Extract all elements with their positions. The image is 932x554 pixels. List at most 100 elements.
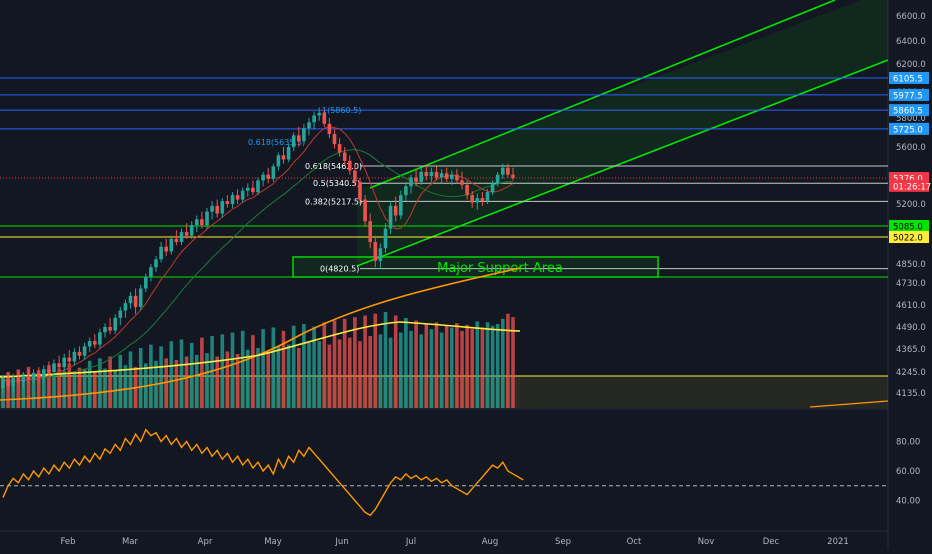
candle-body <box>118 310 123 318</box>
price-label-text: 5376.0 <box>893 175 923 185</box>
price-label-text: 5022.0 <box>893 234 923 244</box>
rsi-line <box>2 428 524 517</box>
candle-body <box>388 205 393 229</box>
x-tick-label: 2021 <box>827 537 849 547</box>
lower-zone-right <box>520 376 888 408</box>
price-label-text: 5977.5 <box>893 91 923 101</box>
candle-body <box>317 112 321 116</box>
volume-bar <box>205 353 209 408</box>
candle-body <box>179 232 184 243</box>
volume-bar <box>465 324 469 408</box>
x-tick-label: Oct <box>627 537 642 547</box>
candle-body <box>174 238 179 243</box>
y-tick-label: 6600.0 <box>896 12 926 22</box>
volume-bar <box>373 313 378 408</box>
volume-bar <box>47 365 51 408</box>
candle-body <box>72 351 77 362</box>
candle-body <box>21 375 26 382</box>
price-label-text: 6105.5 <box>893 75 923 85</box>
volume-bar <box>246 349 250 408</box>
volume-bar <box>261 329 265 408</box>
volume-bar <box>210 336 214 408</box>
volume-bar <box>113 370 117 408</box>
volume-bar <box>256 348 260 408</box>
volume-bar <box>16 369 21 408</box>
x-tick-label: Sep <box>555 537 571 547</box>
volume-bar <box>302 324 306 408</box>
candle-body <box>419 171 423 182</box>
candle-body <box>490 183 495 193</box>
volume-bar <box>82 369 87 408</box>
candle-body <box>82 346 87 356</box>
volume-bar <box>460 330 464 408</box>
volume-bar <box>501 318 505 408</box>
candle-body <box>205 211 209 226</box>
volume-bar <box>450 327 454 408</box>
price-label-box <box>889 122 929 135</box>
volume-bar <box>281 330 286 408</box>
candle-body <box>251 187 255 193</box>
candle-body <box>342 152 347 161</box>
volume-bar <box>348 337 352 408</box>
candle-body <box>220 201 225 214</box>
rsi-tick-label: 60.00 <box>896 467 920 477</box>
y-tick-label: 6200.0 <box>896 60 926 70</box>
candle-body <box>103 327 107 333</box>
x-tick-label: May <box>264 537 282 547</box>
volume-bar <box>225 351 230 408</box>
volume-bar <box>266 351 270 408</box>
volume-bar <box>424 324 429 408</box>
candle-body <box>113 317 117 331</box>
volume-bar <box>31 377 36 408</box>
x-tick-label: Jul <box>405 537 416 547</box>
volume-bar <box>506 313 510 408</box>
x-tick-label: Aug <box>482 537 499 547</box>
volume-bar <box>118 354 123 408</box>
y-tick-label: 4135.0 <box>896 389 926 399</box>
x-tick-label: Mar <box>122 537 139 547</box>
volume-bar <box>276 346 281 408</box>
candle-body <box>511 174 515 178</box>
volume-bar <box>189 342 194 408</box>
volume-bar <box>235 354 240 408</box>
price-label-box <box>889 88 929 101</box>
volume-bar <box>103 368 107 408</box>
volume-bar <box>286 344 291 408</box>
candle-body <box>348 160 352 171</box>
volume-bar <box>363 315 367 408</box>
candle-body <box>368 221 372 243</box>
volume-bar <box>230 332 235 408</box>
price-label-text: 5725.0 <box>893 125 923 135</box>
x-tick-label: Nov <box>698 537 715 547</box>
lower-zone-left <box>0 376 520 408</box>
volume-bar <box>251 335 255 408</box>
candle-body <box>495 174 500 184</box>
volume-bar <box>297 348 301 408</box>
x-tick-label: Jun <box>334 537 348 547</box>
channel-fill <box>357 0 888 264</box>
volume-bar <box>72 373 77 408</box>
candle-body <box>353 170 357 182</box>
candle-body <box>393 205 398 216</box>
volume-bar <box>164 358 168 408</box>
volume-bar <box>470 329 474 408</box>
volume-bar <box>327 344 332 408</box>
candle-body <box>424 171 429 177</box>
volume-bar <box>475 321 480 408</box>
volume-bar <box>444 325 449 408</box>
y-tick-label: 4850.0 <box>896 260 926 270</box>
y-tick-label: 6400.0 <box>896 37 926 47</box>
volume-bar <box>184 356 189 408</box>
volume-bar <box>439 332 444 408</box>
y-tick-label: 4245.0 <box>896 368 926 378</box>
volume-bar <box>215 356 219 408</box>
volume-bar <box>322 322 327 408</box>
candle-body <box>266 174 270 179</box>
price-label-box <box>889 104 929 117</box>
volume-bar <box>138 348 143 408</box>
candle-body <box>154 259 158 268</box>
rsi-tick-label: 80.00 <box>896 438 920 448</box>
candle-body <box>93 341 97 345</box>
price-label-box <box>889 220 929 232</box>
